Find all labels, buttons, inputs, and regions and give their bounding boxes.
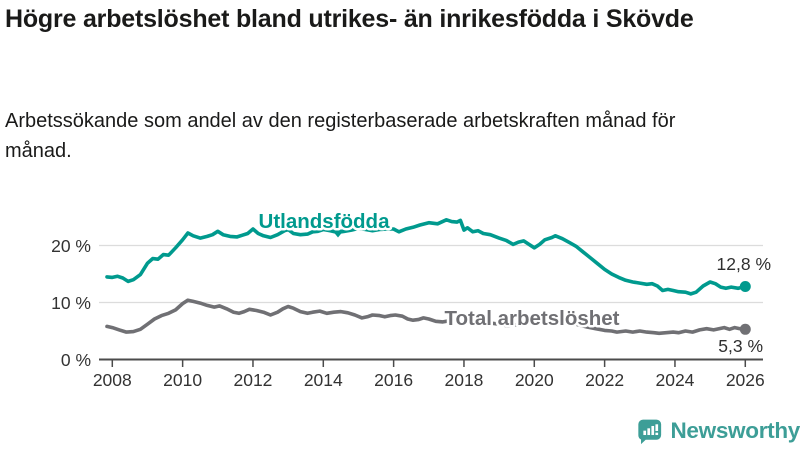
chart-title: Högre arbetslöshet bland utrikes- än inr… [5, 5, 694, 33]
newsworthy-logo: Newsworthy [637, 412, 800, 450]
series-marker-down-triangle [331, 229, 345, 238]
series-end-dot-1 [739, 323, 751, 335]
x-tick-label: 2016 [374, 370, 413, 390]
chart-subtitle: Arbetssökande som andel av den registerb… [5, 110, 676, 162]
x-tick-label: 2018 [444, 370, 483, 390]
series-label-total-arbetsloshet: Total arbetslöshet [444, 307, 619, 330]
x-tick-label: 2020 [515, 370, 554, 390]
newsworthy-bubble-chart-icon [638, 419, 662, 445]
y-tick-label: 20 % [51, 236, 91, 256]
gridlines [99, 244, 763, 304]
axes: 0 % 10 % 20 % 2008 2010 2012 2014 2016 2018 2020 2… [51, 236, 765, 390]
x-tick-label: 2022 [585, 370, 624, 390]
series-line-0 [105, 218, 748, 296]
x-tick-label: 2010 [163, 370, 202, 390]
y-tick-label: 0 % [61, 350, 91, 370]
x-tick-label: 2024 [655, 370, 694, 390]
series-lines [105, 218, 751, 336]
series-line-1 [105, 298, 748, 336]
bar-chart-exclamation-glyph [643, 424, 659, 436]
x-tick-label: 2012 [233, 370, 272, 390]
end-value-label-utlandsfodda: 12,8 % [717, 254, 771, 274]
x-tick-label: 2014 [304, 370, 343, 390]
newsworthy-wordmark: Newsworthy [670, 418, 800, 443]
series-end-dot-0 [739, 281, 751, 292]
x-tick-label: 2026 [726, 370, 765, 390]
y-tick-label: 10 % [51, 293, 91, 313]
end-value-label-total: 5,3 % [718, 336, 763, 356]
x-tick-label: 2008 [93, 370, 132, 390]
series-label-utlandsfodda: Utlandsfödda [259, 210, 391, 233]
